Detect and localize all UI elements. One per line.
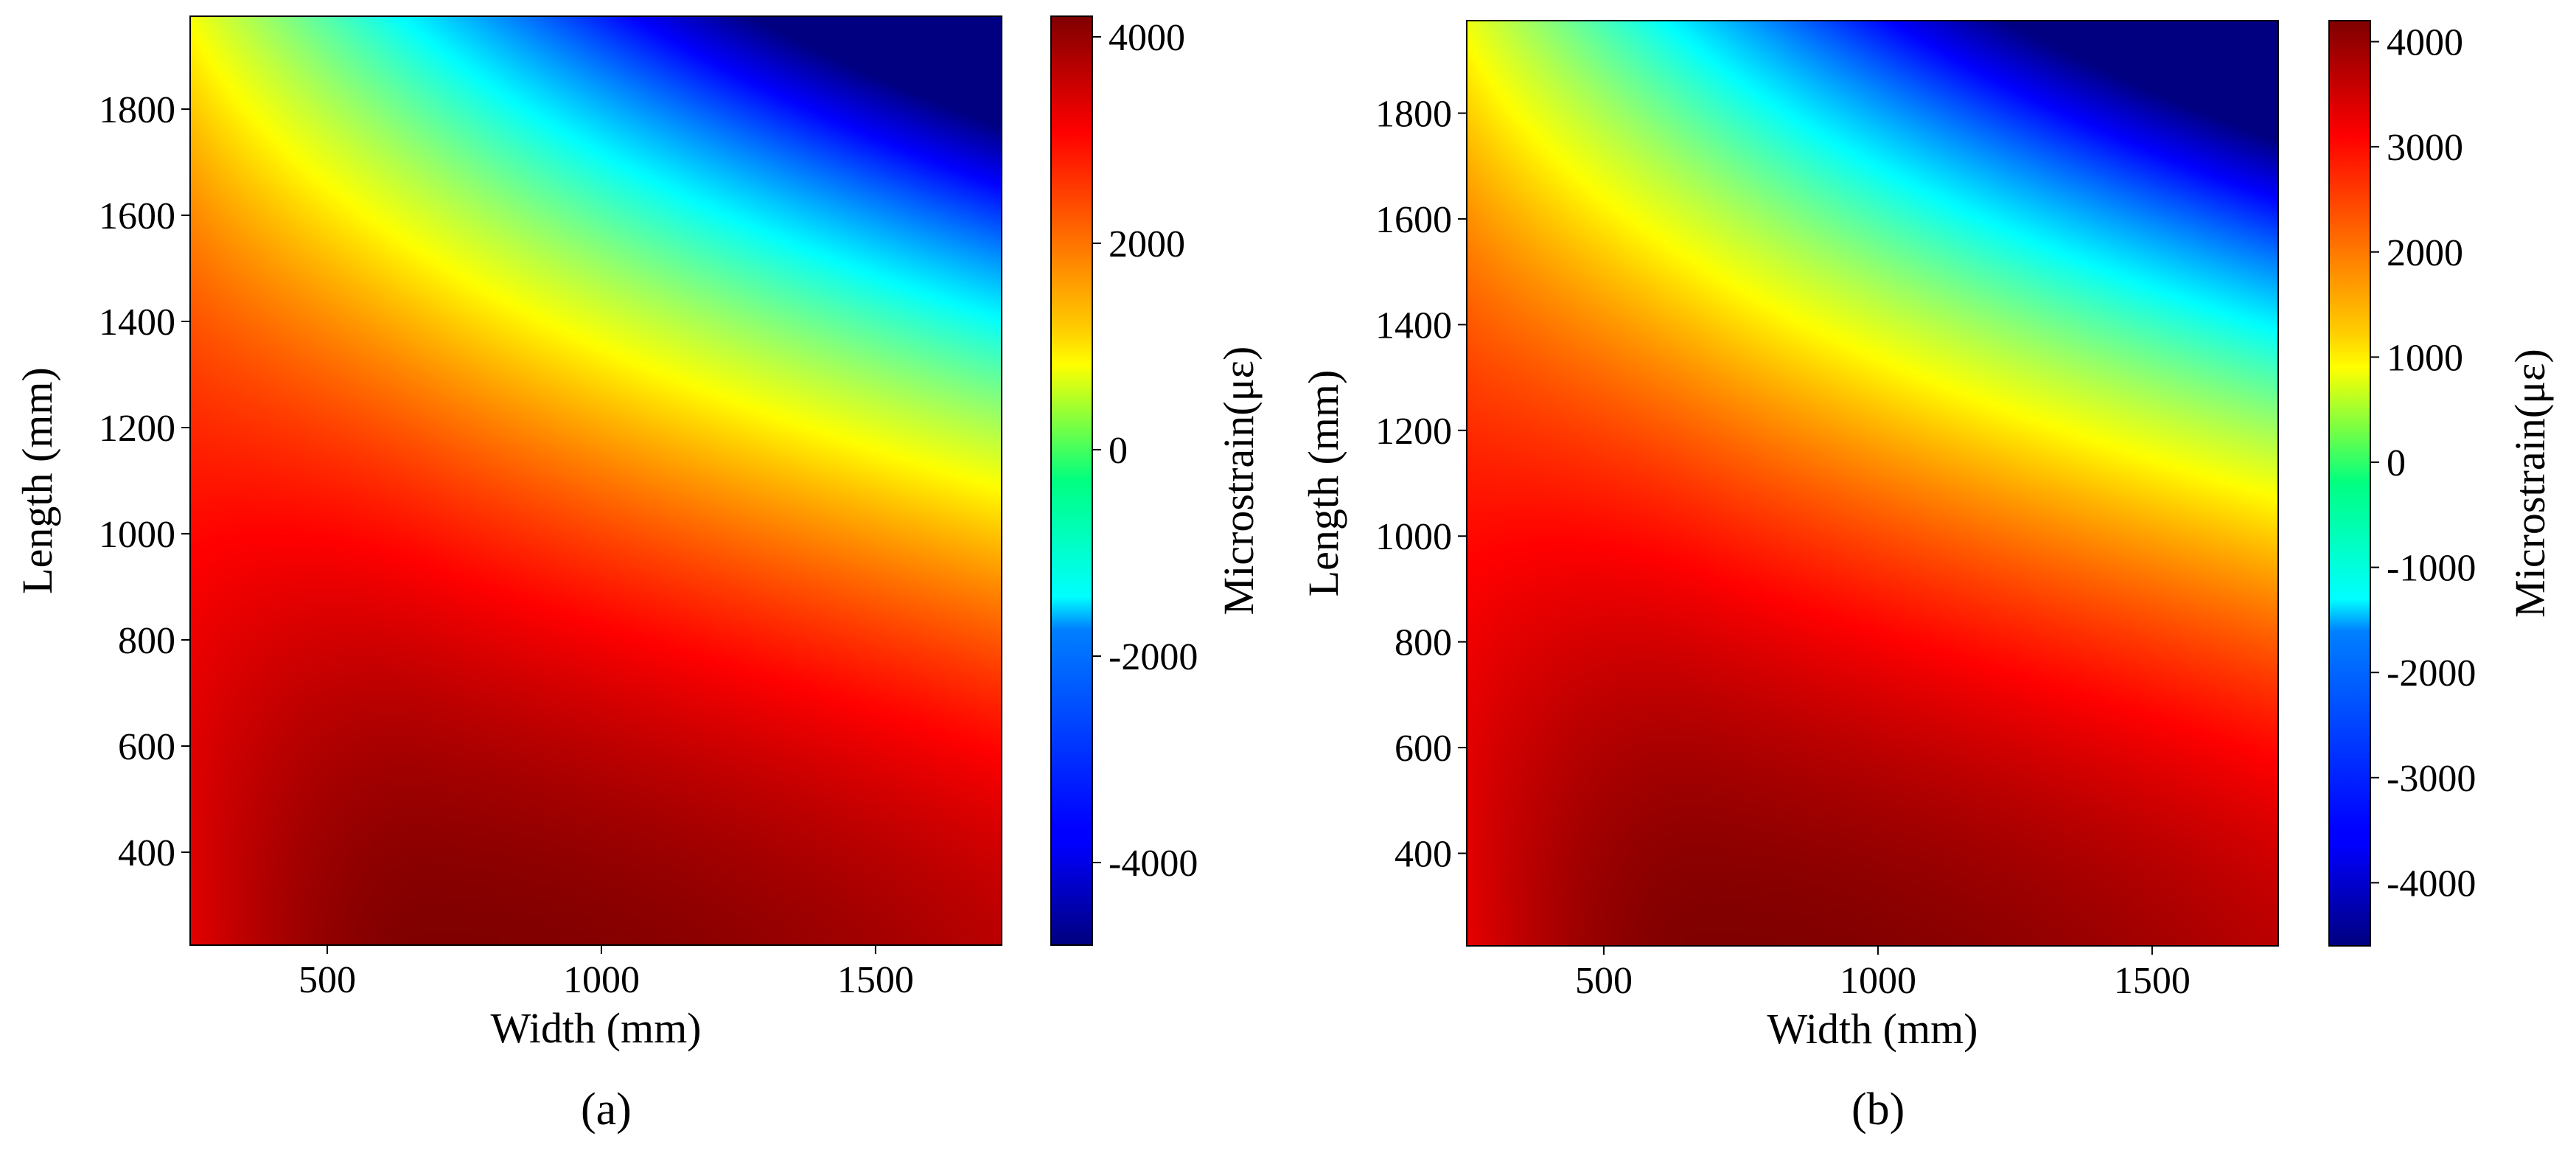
panel-label-b: (b) bbox=[1851, 1084, 1905, 1135]
colorbar-tick-label: 3000 bbox=[2387, 127, 2463, 169]
colorbar-tick-label: -4000 bbox=[2387, 863, 2476, 905]
x-tick-label: 1000 bbox=[563, 959, 640, 1001]
y-tick-label: 1400 bbox=[99, 302, 175, 344]
heatmap-field bbox=[190, 16, 1002, 945]
y-tick-label: 600 bbox=[118, 726, 175, 768]
y-tick-label: 1600 bbox=[99, 195, 175, 237]
y-tick-label: 400 bbox=[1395, 834, 1452, 876]
x-tick-label: 500 bbox=[1575, 960, 1633, 1002]
colorbar-tick-label: 2000 bbox=[1109, 223, 1185, 265]
y-tick-label: 1400 bbox=[1375, 304, 1452, 346]
x-axis-label: Width (mm) bbox=[490, 1004, 701, 1052]
colorbar bbox=[1051, 16, 1092, 945]
x-tick-label: 500 bbox=[299, 959, 356, 1001]
y-tick-label: 1200 bbox=[1375, 411, 1452, 453]
colorbar-frame bbox=[2328, 20, 2371, 947]
y-tick-label: 800 bbox=[1395, 622, 1452, 664]
x-tick-label: 1500 bbox=[837, 959, 914, 1001]
colorbar-label: Microstrain(με) bbox=[2506, 349, 2554, 618]
y-tick-label: 1600 bbox=[1375, 199, 1452, 241]
colorbar-tick-label: -2000 bbox=[1109, 636, 1198, 678]
y-tick-label: 1800 bbox=[99, 89, 175, 131]
colorbar-tick-label: -4000 bbox=[1109, 843, 1198, 885]
colorbar-tick-label: -1000 bbox=[2387, 548, 2476, 590]
plot-frame bbox=[1466, 20, 2279, 947]
colorbar-tick-label: -3000 bbox=[2387, 758, 2476, 800]
y-tick-label: 600 bbox=[1395, 728, 1452, 770]
colorbar-tick-label: -2000 bbox=[2387, 652, 2476, 694]
y-tick-label: 800 bbox=[118, 620, 175, 662]
plot-frame bbox=[189, 15, 1002, 946]
colorbar-tick-label: 0 bbox=[2387, 442, 2406, 484]
colorbar bbox=[2329, 21, 2370, 946]
x-axis-label: Width (mm) bbox=[1767, 1005, 1978, 1053]
colorbar-label: Microstrain(με) bbox=[1215, 346, 1263, 616]
y-tick-label: 1800 bbox=[1375, 94, 1452, 136]
colorbar-tick-label: 2000 bbox=[2387, 232, 2463, 274]
heatmap-field bbox=[1467, 21, 2278, 946]
y-axis-label: Length (mm) bbox=[13, 367, 61, 594]
x-tick-label: 1500 bbox=[2114, 960, 2191, 1002]
y-tick-label: 400 bbox=[118, 832, 175, 874]
colorbar-tick-label: 1000 bbox=[2387, 337, 2463, 379]
colorbar-frame bbox=[1050, 15, 1093, 946]
colorbar-tick-label: 4000 bbox=[1109, 17, 1185, 59]
colorbar-tick-label: 4000 bbox=[2387, 22, 2463, 64]
panel-label-a: (a) bbox=[581, 1084, 632, 1135]
y-tick-label: 1200 bbox=[99, 408, 175, 450]
colorbar-tick-label: 0 bbox=[1109, 430, 1128, 472]
y-tick-label: 1000 bbox=[1375, 516, 1452, 558]
y-tick-label: 1000 bbox=[99, 514, 175, 556]
x-tick-label: 1000 bbox=[1840, 960, 1916, 1002]
y-axis-label: Length (mm) bbox=[1299, 370, 1347, 597]
